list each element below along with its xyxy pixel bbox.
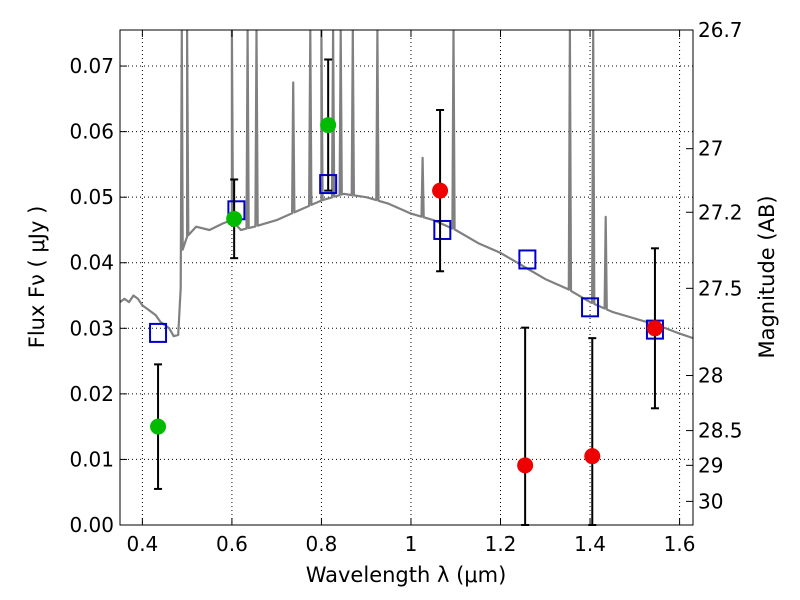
nondetection-point: [432, 182, 449, 199]
right-tick-label: 29: [698, 453, 723, 477]
model-spectrum-line: [120, 30, 693, 340]
right-tick-label: 27.2: [698, 200, 743, 224]
detection-point: [226, 210, 243, 227]
right-tick-label: 28: [698, 364, 723, 388]
nondetection-point: [517, 457, 534, 474]
x-tick-label: 0.6: [216, 532, 248, 556]
y-tick-label: 0.01: [69, 447, 114, 471]
model-spectrum-layer: [120, 30, 693, 340]
model-photometry-square: [433, 219, 452, 240]
model-photometry-square: [518, 249, 537, 270]
x-tick-label: 1: [405, 532, 418, 556]
y-tick-label: 0.03: [69, 316, 114, 340]
data-markers: [149, 58, 664, 526]
x-tick-label: 0.4: [126, 532, 158, 556]
plot-frame: [119, 29, 694, 526]
x-axis-label: Wavelength λ (μm): [306, 563, 507, 587]
x-tick-label: 1.6: [664, 532, 696, 556]
right-tick-label: 28.5: [698, 419, 743, 443]
right-tick-label: 26.7: [698, 18, 743, 42]
y-tick-label: 0.04: [69, 251, 114, 275]
y-tick-label: 0.05: [69, 185, 114, 209]
grid: [120, 30, 693, 526]
right-tick-label: 30: [698, 489, 723, 513]
x-tick-label: 1.2: [485, 532, 517, 556]
right-y-axis-label: Magnitude (AB): [755, 195, 779, 358]
y-tick-label: 0.00: [69, 513, 114, 537]
x-tick-label: 0.8: [306, 532, 338, 556]
axis-ticks: 0.4 0.6 0.8 1 1.2 1.4 1.6 0.00 0.01 0.02 0.03 0.04 0…: [69, 18, 742, 556]
y-tick-label: 0.02: [69, 382, 114, 406]
y-tick-label: 0.06: [69, 120, 114, 144]
right-tick-label: 27: [698, 137, 723, 161]
y-tick-label: 0.07: [69, 54, 114, 78]
right-tick-label: 27.5: [698, 276, 743, 300]
nondetection-point: [584, 448, 601, 465]
x-tick-label: 1.4: [574, 532, 606, 556]
nondetection-point: [646, 320, 663, 337]
model-photometry-square: [581, 297, 600, 318]
y-axis-label: Flux Fν ( μJy ): [25, 206, 49, 349]
detection-point: [320, 117, 337, 134]
model-photometry-square: [149, 322, 168, 343]
detection-point: [150, 418, 167, 435]
